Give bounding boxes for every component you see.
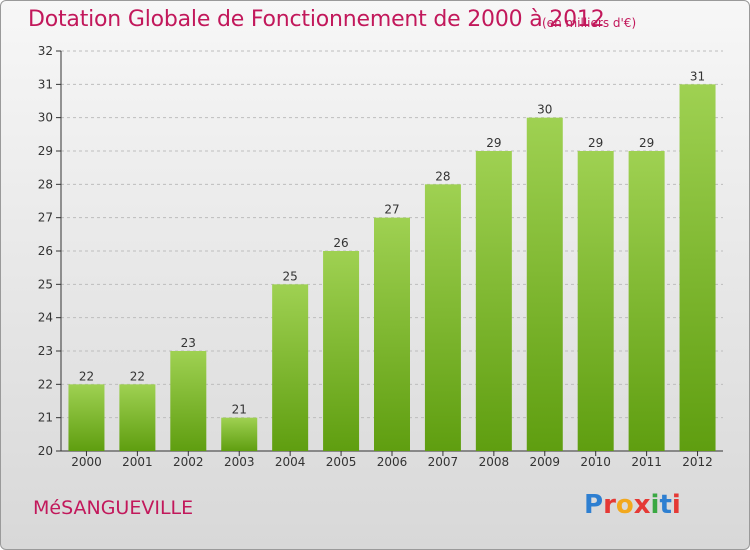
bar [68,384,105,451]
data-label: 22 [79,369,94,383]
logo-letter: t [659,490,672,520]
bar [679,84,716,451]
commune-name: MéSANGUEVILLE [33,497,194,519]
y-tick-label: 30 [38,111,53,125]
y-tick-label: 32 [38,44,53,58]
y-tick-label: 27 [38,211,53,225]
proxiti-logo[interactable]: Proxiti [584,490,681,520]
x-tick-label: 2010 [580,455,611,469]
data-label: 28 [435,169,450,183]
data-label: 21 [232,403,247,417]
bar [424,184,461,452]
data-label: 25 [283,269,298,283]
data-label: 22 [130,369,145,383]
y-tick-label: 22 [38,377,53,391]
x-tick-label: 2006 [377,455,408,469]
logo-letter: P [584,490,604,520]
data-label: 27 [384,203,399,217]
x-tick-label: 2001 [122,455,153,469]
y-tick-label: 21 [38,411,53,425]
data-label: 29 [486,136,501,150]
x-tick-label: 2012 [682,455,713,469]
bar [170,351,207,451]
bar [323,251,360,451]
y-tick-label: 20 [38,444,53,458]
data-label: 29 [588,136,603,150]
logo-letter: o [615,490,634,520]
bar [526,117,563,452]
y-tick-label: 29 [38,144,53,158]
x-tick-label: 2005 [326,455,357,469]
y-tick-label: 26 [38,244,53,258]
y-tick-label: 25 [38,277,53,291]
bar [272,284,309,451]
bars [68,84,716,452]
x-tick-label: 2000 [71,455,102,469]
chart-title: Dotation Globale de Fonctionnement de 20… [28,7,605,32]
x-tick-label: 2011 [631,455,662,469]
data-label: 26 [333,236,348,250]
x-tick-label: 2004 [275,455,306,469]
x-tick-label: 2007 [428,455,459,469]
y-tick-label: 31 [38,77,53,91]
logo-letter: i [671,490,681,520]
bar [628,151,665,451]
y-tick-label: 23 [38,344,53,358]
data-label: 31 [690,69,705,83]
y-tick-label: 24 [38,311,53,325]
y-tick-label: 28 [38,177,53,191]
bar [374,217,410,451]
bar [221,417,258,451]
x-tick-label: 2008 [479,455,510,469]
logo-letter: r [603,490,616,520]
bar [119,384,156,451]
chart-subtitle: (en milliers d'€) [542,16,637,30]
x-tick-label: 2003 [224,455,255,469]
data-label: 23 [181,336,196,350]
x-tick-label: 2002 [173,455,204,469]
x-tick-label: 2009 [529,455,560,469]
data-label: 30 [537,103,552,117]
data-label: 29 [639,136,654,150]
bar [475,151,512,451]
logo-letter: x [633,490,651,520]
bar [577,151,614,451]
logo-letter: i [650,490,660,520]
labels: 2000 22 2001 22 2002 23 2003 21 2004 25 2005 26 2006… [71,69,713,469]
